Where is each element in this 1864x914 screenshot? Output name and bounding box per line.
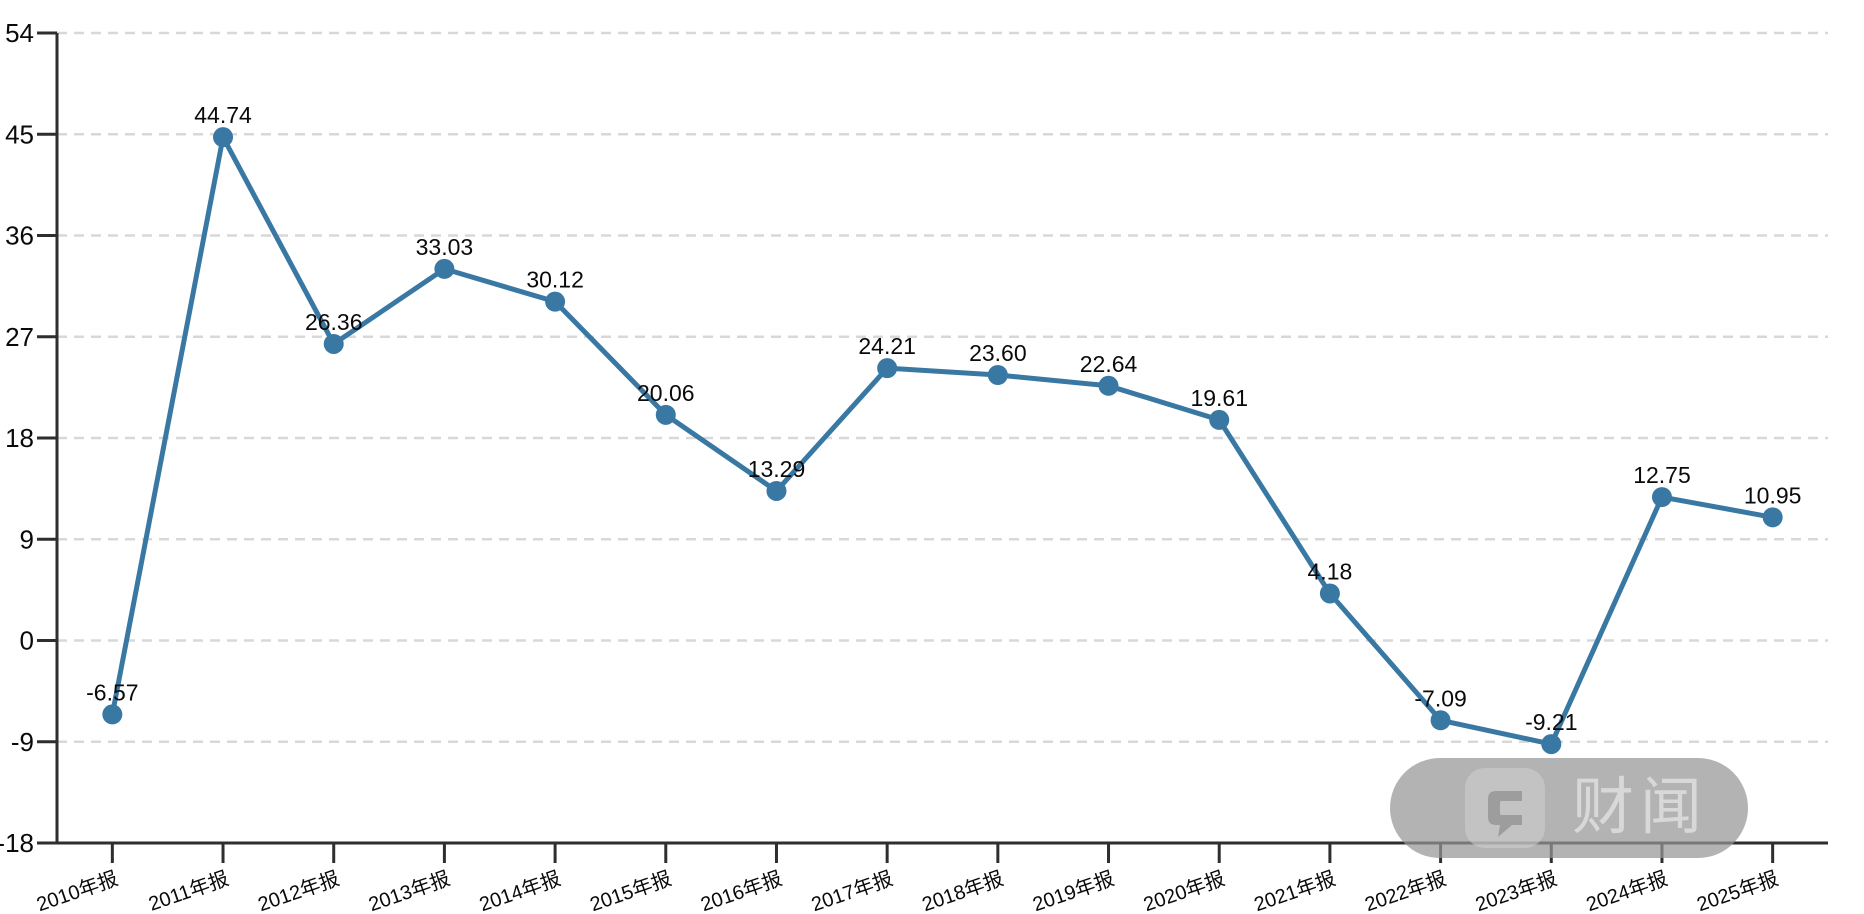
x-axis-label-group: 2012年报: [255, 867, 342, 914]
data-point[interactable]: [434, 258, 455, 279]
y-tick-label: 9: [20, 524, 34, 554]
data-point-label: 10.95: [1744, 482, 1802, 508]
y-tick-label: 18: [5, 423, 34, 453]
data-point[interactable]: [1762, 507, 1783, 528]
data-point-label: -9.21: [1525, 709, 1577, 735]
x-axis-label: 2013年报: [366, 867, 453, 914]
data-point[interactable]: [987, 365, 1008, 385]
x-axis-label-group: 2021年报: [1251, 867, 1338, 914]
data-point-label: 22.64: [1080, 351, 1138, 377]
data-point-label: 23.60: [969, 340, 1027, 366]
x-axis-label-group: 2010年报: [34, 867, 121, 914]
data-point-label: 12.75: [1633, 462, 1691, 488]
data-point-label: 26.36: [305, 309, 363, 335]
x-axis-label: 2023年报: [1473, 867, 1560, 914]
x-axis-label-group: 2016年报: [698, 867, 785, 914]
data-point[interactable]: [1541, 734, 1562, 755]
x-axis-label-group: 2018年报: [919, 867, 1006, 914]
y-tick-label: 27: [5, 322, 34, 352]
y-tick-label: 36: [5, 221, 34, 251]
data-point-label: 13.29: [748, 456, 806, 482]
data-point-label: 24.21: [858, 333, 916, 359]
x-axis-label: 2019年报: [1030, 867, 1117, 914]
x-axis-label-group: 2013年报: [366, 867, 453, 914]
data-point-label: 33.03: [416, 234, 474, 260]
x-axis-label: 2015年报: [587, 867, 674, 914]
y-tick-label: 0: [20, 626, 34, 656]
x-axis-label: 2022年报: [1362, 867, 1449, 914]
x-axis-label: 2018年报: [919, 867, 1006, 914]
x-axis-label-group: 2020年报: [1140, 867, 1227, 914]
data-point-label: 30.12: [526, 267, 584, 293]
x-axis-label: 2016年报: [698, 867, 785, 914]
data-point-label: 20.06: [637, 380, 695, 406]
data-point-label: -7.09: [1414, 685, 1466, 711]
data-point[interactable]: [213, 127, 234, 148]
data-point[interactable]: [1651, 487, 1672, 508]
y-tick-label: -9: [11, 727, 34, 757]
x-axis-label-group: 2019年报: [1030, 867, 1117, 914]
x-axis-label-group: 2023年报: [1473, 867, 1560, 914]
data-point[interactable]: [1319, 583, 1340, 604]
data-point[interactable]: [1098, 375, 1119, 396]
data-point[interactable]: [1430, 710, 1451, 731]
data-point-label: 4.18: [1308, 558, 1353, 584]
x-axis-label: 2021年报: [1251, 867, 1338, 914]
x-axis-label-group: 2025年报: [1694, 867, 1781, 914]
x-axis-label: 2024年报: [1583, 867, 1670, 914]
data-point-label: 44.74: [194, 102, 252, 128]
series-line: [109, 134, 1776, 747]
data-point[interactable]: [877, 358, 898, 379]
x-axis-label-group: 2014年报: [476, 867, 563, 914]
y-tick-label: 54: [5, 18, 34, 48]
x-axis-label-group: 2024年报: [1583, 867, 1670, 914]
data-point[interactable]: [1209, 409, 1230, 430]
data-point-label: 19.61: [1190, 385, 1248, 411]
data-point[interactable]: [323, 333, 344, 354]
x-axis-label: 2010年报: [34, 867, 121, 914]
data-point[interactable]: [655, 404, 676, 425]
data-point-label: -6.57: [86, 679, 138, 705]
x-axis-label-group: 2015年报: [587, 867, 674, 914]
x-axis-label: 2014年报: [476, 867, 563, 914]
x-axis-label: 2025年报: [1694, 867, 1781, 914]
data-point[interactable]: [102, 704, 123, 725]
y-tick-label: 45: [5, 119, 34, 149]
data-point[interactable]: [545, 291, 566, 312]
data-point[interactable]: [766, 480, 787, 501]
x-axis-label-group: 2022年报: [1362, 867, 1449, 914]
x-axis-label-group: 2017年报: [808, 867, 895, 914]
x-axis-label: 2017年报: [808, 867, 895, 914]
y-tick-label: -18: [0, 828, 34, 858]
x-axis-label: 2012年报: [255, 867, 342, 914]
x-axis-label: 2020年报: [1140, 867, 1227, 914]
x-axis-label: 2011年报: [146, 867, 232, 914]
x-axis-label-group: 2011年报: [146, 867, 232, 914]
